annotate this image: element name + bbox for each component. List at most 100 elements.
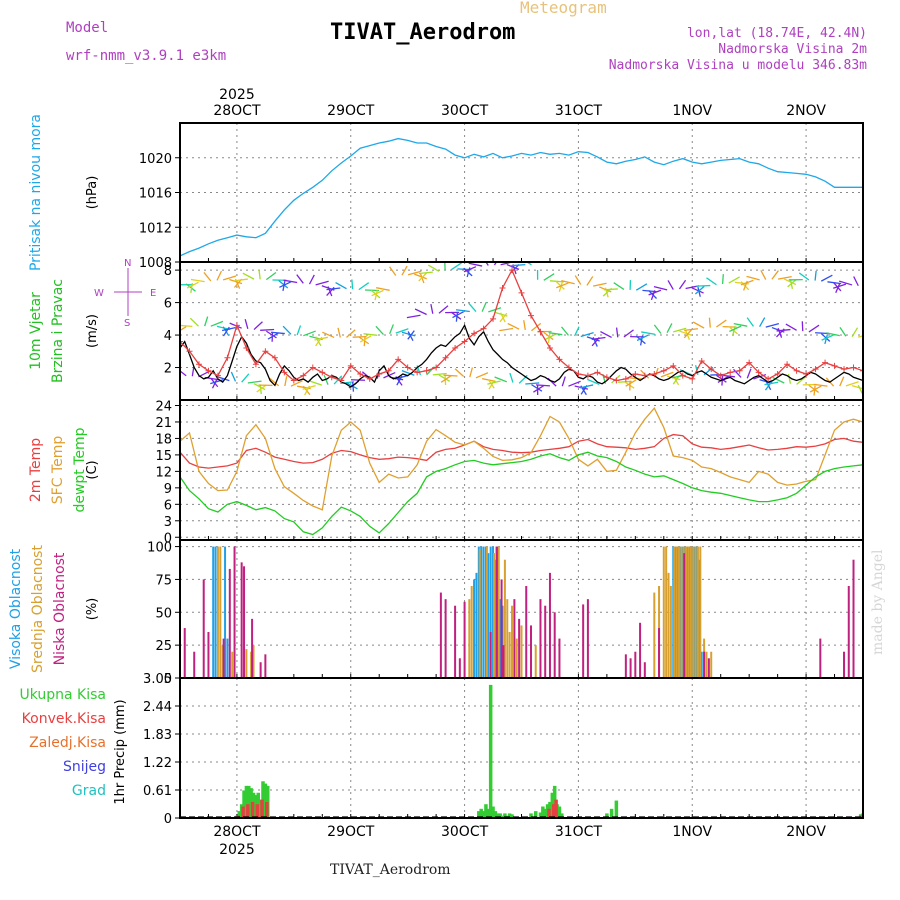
wind-gust-marker — [717, 372, 724, 379]
wind-barb — [783, 278, 797, 286]
wind-gust-marker — [841, 366, 848, 373]
clouds-bar-srednja-oblacnost — [696, 546, 699, 678]
wind-gust-marker — [186, 348, 193, 355]
wind-barb — [395, 328, 409, 334]
wind-barb — [244, 319, 249, 330]
wind-barb — [772, 376, 785, 384]
bottom-date-tick-label: 31OCT — [555, 824, 603, 840]
wind-frame — [179, 261, 864, 401]
wind-barb — [438, 374, 450, 382]
wind-barb — [820, 274, 833, 282]
wind-barb — [438, 305, 449, 314]
wind-ytick-label: 2 — [164, 362, 172, 377]
wind-barb — [346, 329, 356, 338]
clouds-bar-niska-oblacnost — [518, 618, 521, 678]
clouds-bar-niska-oblacnost — [444, 599, 447, 678]
wind-gust-marker — [575, 371, 582, 378]
wind-barb — [568, 380, 581, 387]
wind-barb — [648, 289, 657, 299]
wind-gust-marker — [850, 364, 857, 371]
clouds-bar-niska-oblacnost — [228, 568, 231, 678]
wind-barb — [611, 374, 621, 384]
wind-gust-marker — [736, 367, 743, 374]
precip-legend-label: Snijeg — [63, 759, 106, 775]
wind-gust-marker — [243, 345, 250, 352]
clouds-bar-srednja-oblacnost — [231, 651, 234, 678]
wind-gust-marker — [546, 345, 553, 352]
precip-bar-ukupna-kisa — [543, 808, 547, 818]
precip-bar-ukupna-kisa — [491, 806, 495, 818]
precip-bar-ukupna-kisa — [484, 804, 488, 818]
precip-legend-label: Zaledj.Kisa — [29, 735, 106, 751]
wind-gust-marker — [499, 284, 506, 291]
wind-barb — [809, 385, 822, 393]
wind-gust-marker — [347, 362, 354, 369]
wind-barb — [363, 333, 378, 336]
wind-barb — [351, 381, 355, 392]
clouds-bar-niska-oblacnost — [639, 622, 642, 678]
wind-barb — [191, 366, 195, 377]
wind-gust-marker — [357, 371, 364, 378]
precip-bar-ukupna-kisa — [529, 813, 533, 818]
wind-barb — [820, 333, 831, 342]
clouds-bar-niska-oblacnost — [207, 632, 210, 678]
precip-bar-konvek-kisa — [241, 806, 245, 818]
wind-barb — [323, 374, 329, 385]
precip-bar-konvek-kisa — [547, 808, 551, 818]
clouds-bar-visoka-oblacnost — [224, 546, 227, 678]
wind-barb — [303, 330, 316, 337]
elevation-info: Nadmorska Visina 2m — [718, 42, 867, 57]
wind-barb — [265, 271, 277, 281]
wind-ylabel: (m/s) — [85, 314, 100, 348]
wind-barb — [326, 287, 341, 291]
wind-barb — [523, 320, 526, 331]
wind-barb — [613, 282, 625, 290]
wind-side-label: 10m Vjetar — [28, 292, 44, 370]
wind-barb — [450, 262, 462, 271]
clouds-bar-niska-oblacnost — [495, 546, 498, 678]
wind-gust-marker — [452, 345, 459, 352]
wind-barb — [241, 373, 250, 383]
wind-barb — [203, 272, 212, 282]
wind-barb — [798, 272, 810, 281]
precip-legend-label: Grad — [72, 783, 106, 799]
wind-barb — [270, 331, 285, 335]
wind-gust-marker — [271, 354, 278, 361]
wind-barb — [673, 327, 687, 333]
wind-panel: 2 4 6 8 10m Vjetar Brzina i Pravac (m/s) W E N S — [28, 258, 864, 401]
compass-w-label: W — [94, 288, 104, 299]
wind-gust-marker — [252, 361, 259, 368]
wind-gust-marker — [651, 371, 658, 378]
clouds-bar-srednja-oblacnost — [710, 651, 713, 678]
clouds-bar-niska-oblacnost — [624, 654, 627, 678]
clouds-bar-srednja-oblacnost — [245, 649, 248, 678]
wind-barb — [511, 263, 526, 267]
wind-barb — [650, 290, 656, 301]
wind-barb — [507, 322, 520, 330]
page-title: TIVAT_Aerodrom — [330, 20, 516, 45]
clouds-bar-niska-oblacnost — [819, 638, 822, 678]
wind-barb — [283, 279, 298, 284]
wind-gust-marker — [461, 338, 468, 345]
pressure-ytick-label: 1020 — [139, 152, 172, 167]
wind-gust-marker — [224, 354, 231, 361]
wind-barb — [440, 374, 452, 383]
wind-gust-marker — [195, 361, 202, 368]
clouds-bar-srednja-oblacnost — [485, 546, 488, 678]
clouds-bar-srednja-oblacnost — [470, 586, 473, 678]
wind-barb — [759, 317, 766, 327]
wind-gust-marker — [594, 369, 601, 376]
pressure-side-label: Pritisak na nivou mora — [28, 114, 44, 271]
wind-barb — [835, 283, 841, 293]
wind-barb — [186, 281, 199, 289]
clouds-bar-srednja-oblacnost — [665, 546, 668, 678]
wind-barb — [586, 276, 594, 286]
wind-barb — [728, 276, 740, 284]
wind-barb — [350, 379, 366, 381]
clouds-bar-niska-oblacnost — [489, 632, 492, 678]
wind-barb — [746, 317, 754, 327]
model-name: wrf-nmm_v3.9.1 e3km — [66, 48, 227, 64]
clouds-bar-niska-oblacnost — [222, 638, 225, 678]
pressure-series-pritisak — [180, 137, 863, 257]
wind-barb — [555, 280, 565, 290]
